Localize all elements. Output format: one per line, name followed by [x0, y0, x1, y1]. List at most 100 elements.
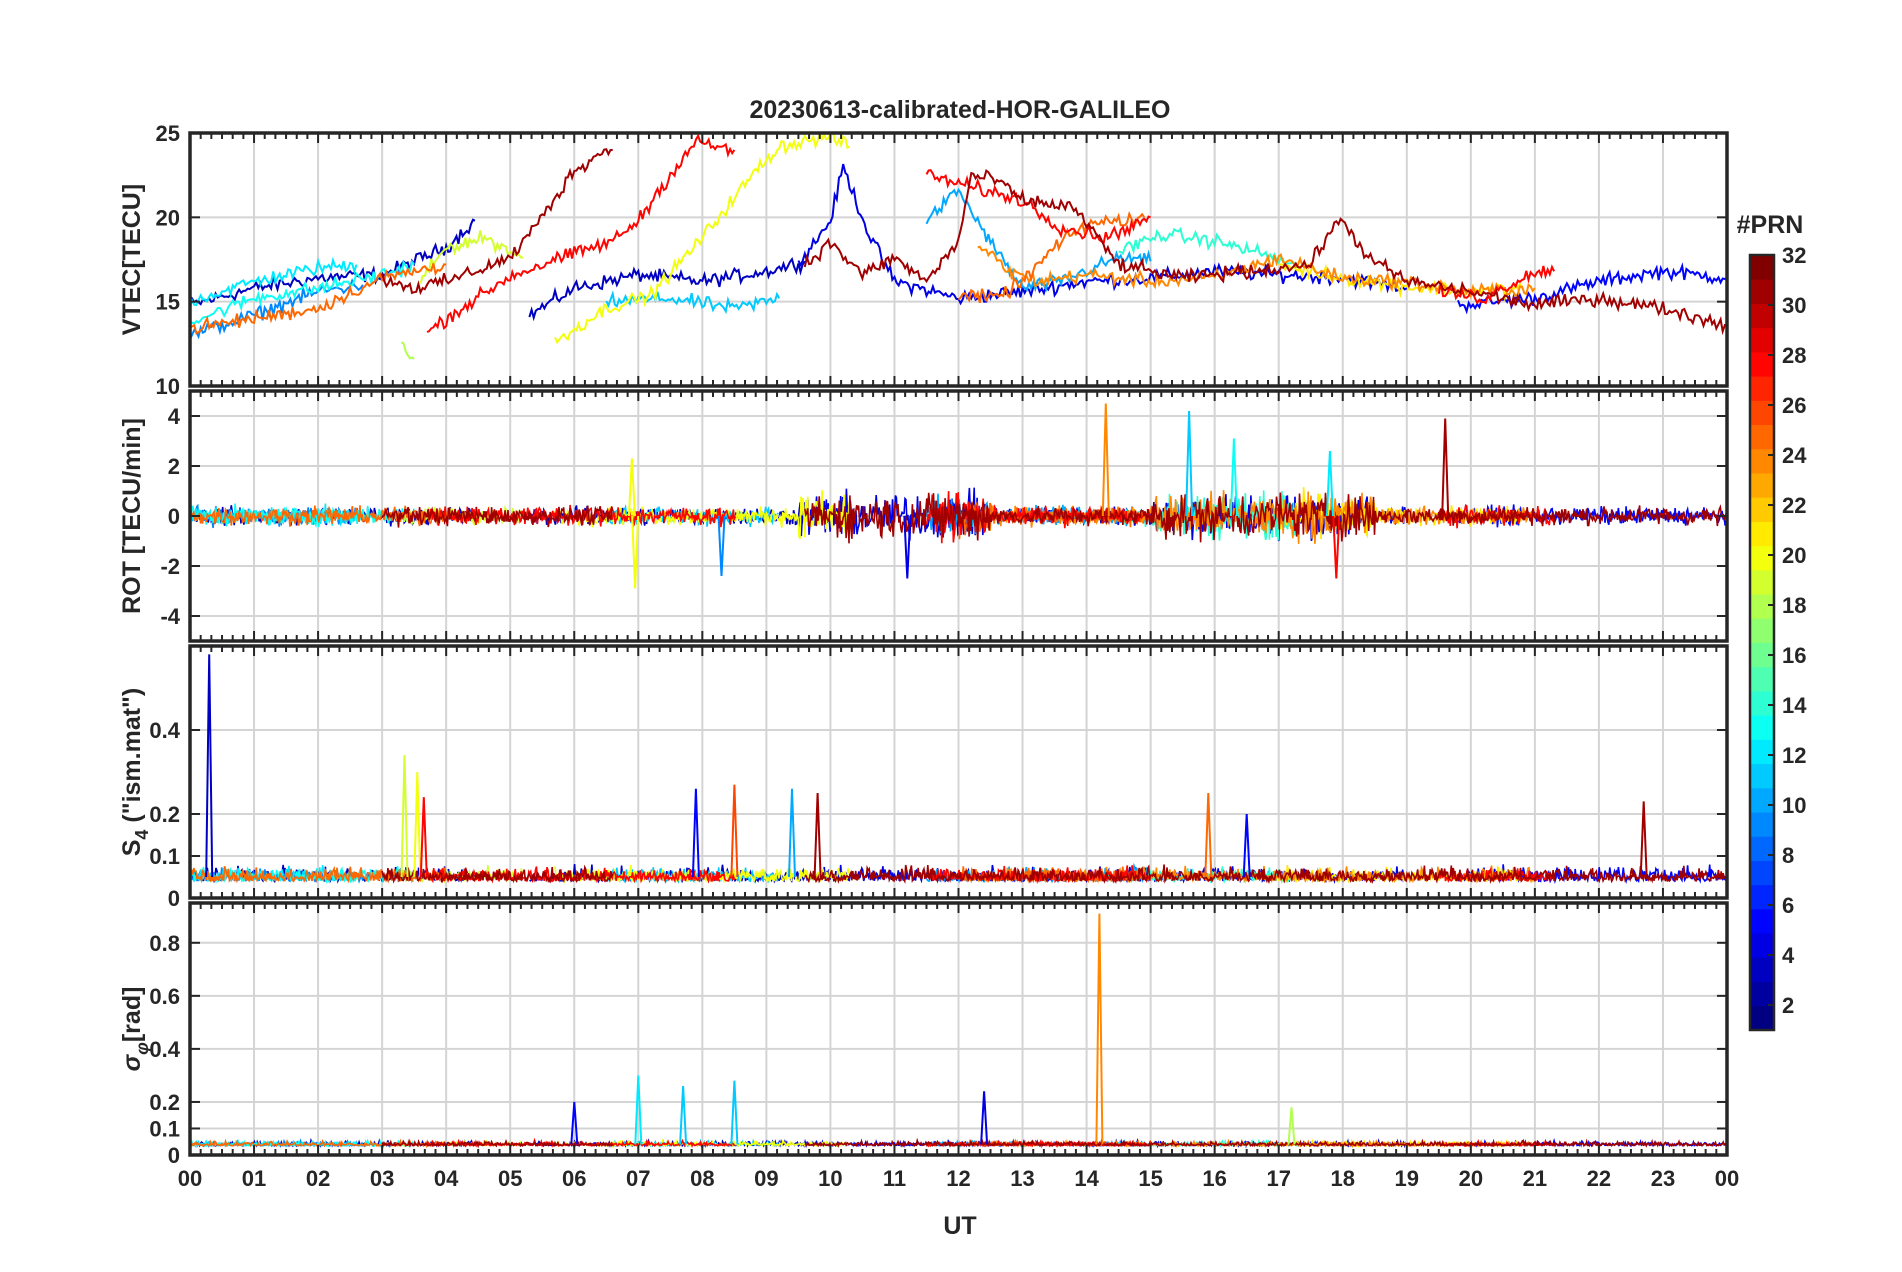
colorbar-band [1750, 739, 1774, 765]
vtec-series-line [528, 256, 806, 322]
colorbar-band [1750, 763, 1774, 789]
vtec-series [190, 133, 1727, 360]
colorbar-band [1750, 981, 1774, 1007]
colorbar-tick-label: 6 [1782, 893, 1794, 918]
colorbar-band [1750, 690, 1774, 716]
rot-series [190, 403, 1727, 589]
s4-spike [788, 788, 796, 878]
rot-spike [627, 458, 636, 517]
colorbar-band [1750, 618, 1774, 643]
colorbar-tick-label: 32 [1782, 243, 1806, 268]
colorbar-band [1750, 521, 1774, 547]
x-tick-label: 16 [1202, 1166, 1226, 1191]
s4-spike [730, 784, 739, 878]
rot-spike [1101, 403, 1110, 517]
x-tick-label: 10 [818, 1166, 842, 1191]
vtec-series-line [554, 133, 851, 345]
vtec-series-line [381, 148, 613, 296]
vtec-series-line [803, 169, 1727, 336]
s4-series [190, 654, 1727, 885]
colorbar-band [1750, 860, 1774, 886]
x-tick-label: 01 [242, 1166, 266, 1191]
colorbar-tick-label: 28 [1782, 343, 1806, 368]
sigma_phi-y-axis-label: σφ[rad] [118, 987, 152, 1072]
rot-spike [1185, 410, 1194, 517]
colorbar-tick-label: 20 [1782, 543, 1806, 568]
rot-series-line [804, 492, 1727, 544]
colorbar-frame [1748, 253, 1776, 1032]
sigma_phi-minor-ticks [189, 903, 1728, 1156]
y-tick-label: 2 [168, 454, 180, 479]
x-tick-label: 23 [1651, 1166, 1675, 1191]
s4-spike [419, 797, 428, 878]
s4-series-line [529, 864, 805, 884]
x-tick-label: 00 [178, 1166, 202, 1191]
colorbar-band [1750, 715, 1774, 740]
x-tick-label: 21 [1523, 1166, 1547, 1191]
vtec-series-line [797, 163, 1408, 306]
y-tick-label: 15 [156, 290, 180, 315]
rot-spike [1441, 418, 1450, 517]
vtec-series-line [1118, 226, 1299, 270]
x-tick-label: 08 [690, 1166, 714, 1191]
x-tick-label: 11 [883, 1166, 906, 1191]
y-tick-label: 0.4 [149, 1037, 180, 1062]
rot-spike [1229, 438, 1238, 517]
sigma_phi-spike [980, 1091, 989, 1145]
y-tick-label: 0.1 [149, 1116, 180, 1141]
x-tick-label: 18 [1331, 1166, 1355, 1191]
x-tick-label: 05 [498, 1166, 522, 1191]
s4-spike [813, 792, 822, 878]
s4-y-axis-label: S4 ("ism.mat") [118, 688, 152, 857]
x-tick-label: 07 [626, 1166, 650, 1191]
sigma_phi-spike [730, 1080, 739, 1145]
s4-series-line [804, 864, 1727, 885]
s4-spike [691, 788, 700, 878]
colorbar-band [1750, 569, 1774, 595]
colorbar-band [1750, 933, 1774, 958]
sigma_phi-spike [570, 1101, 579, 1145]
colorbar-tick-label: 14 [1782, 693, 1807, 718]
colorbar-tick-label: 24 [1782, 443, 1807, 468]
y-tick-label: -2 [160, 554, 180, 579]
s4-series-line [190, 865, 447, 884]
x-tick-label: 00 [1715, 1166, 1739, 1191]
rot-spike [1325, 450, 1334, 517]
vtec-minor-ticks [189, 132, 1728, 387]
s4-spike [400, 755, 409, 878]
vtec-series-line [400, 341, 415, 360]
s4-minor-ticks [189, 646, 1728, 899]
vtec-series-line [190, 256, 358, 308]
colorbar-tick-label: 12 [1782, 743, 1806, 768]
colorbar-band [1750, 497, 1774, 522]
vtec-series-line [977, 245, 1536, 300]
vtec-y-axis-label: VTEC[TECU] [118, 184, 146, 335]
rot-minor-ticks [189, 391, 1728, 641]
sigma_phi-series-line [381, 1138, 614, 1149]
x-tick-label: 14 [1074, 1166, 1099, 1191]
x-tick-label: 02 [306, 1166, 330, 1191]
vtec-grid [190, 133, 1727, 386]
y-tick-label: 0.2 [149, 802, 180, 827]
s4-spike [205, 654, 214, 878]
colorbar-band [1750, 908, 1774, 934]
colorbar-band [1750, 1005, 1774, 1031]
y-tick-label: 0.6 [149, 984, 180, 1009]
colorbar-tick-label: 2 [1782, 993, 1794, 1018]
vtec-series-line [957, 210, 1146, 304]
rot-spike [631, 515, 640, 589]
vtec-series-line [190, 218, 476, 306]
colorbar-band [1750, 545, 1774, 571]
rot-spike [717, 515, 726, 577]
y-tick-label: 0 [168, 886, 180, 911]
colorbar-band [1750, 957, 1774, 983]
colorbar-band [1750, 255, 1774, 280]
sigma_phi-spike [634, 1075, 643, 1145]
sigma_phi-spike [1287, 1107, 1296, 1145]
y-tick-label: 0 [168, 1143, 180, 1168]
x-tick-label: 04 [434, 1166, 459, 1191]
rot-spike [1332, 515, 1341, 579]
x-axis-label: UT [943, 1212, 976, 1240]
